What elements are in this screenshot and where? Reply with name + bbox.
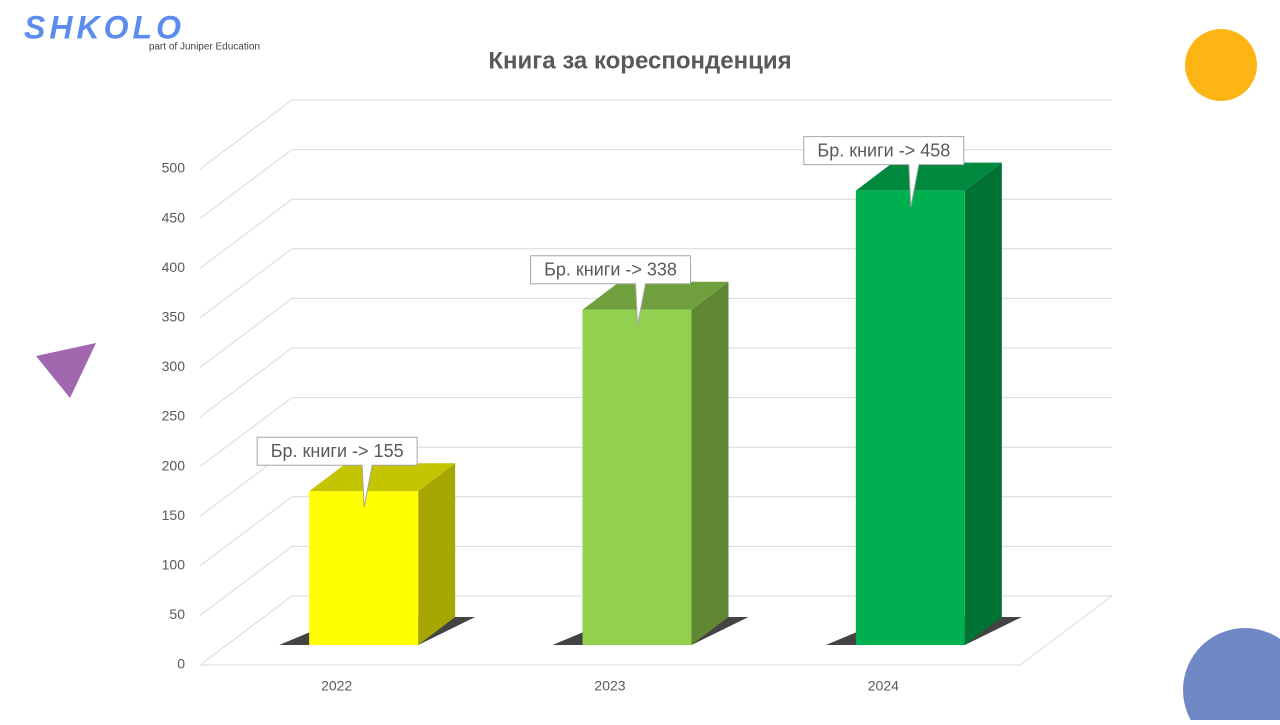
data-label: Бр. книги -> 338	[544, 259, 677, 279]
y-tick-label: 200	[162, 457, 186, 473]
y-tick-label: 400	[162, 259, 186, 275]
y-tick-label: 100	[162, 557, 186, 573]
chart-title: Книга за кореспонденция	[488, 47, 791, 74]
y-tick-label: 500	[162, 160, 186, 176]
bar-top	[309, 463, 456, 492]
bar-side	[418, 463, 456, 645]
logo: SHKOLO	[24, 9, 185, 45]
y-tick-label: 50	[169, 606, 185, 622]
y-tick-label: 0	[177, 656, 185, 672]
grid-line	[199, 546, 293, 616]
grid-line	[199, 595, 293, 666]
callout	[256, 436, 418, 508]
bar	[582, 309, 692, 645]
grid-line	[199, 347, 293, 418]
y-tick-label: 250	[162, 408, 186, 424]
data-label: Бр. книги -> 155	[271, 441, 404, 461]
decor-circle	[1185, 29, 1257, 101]
plot: 0 50 100 150 200 250 300 350 400 450 500 2022 Бр. кн…	[162, 99, 1113, 694]
decor-circle	[1183, 628, 1280, 725]
bar-top	[582, 281, 729, 310]
y-tick-label: 350	[162, 309, 186, 325]
callout	[530, 255, 691, 326]
bar-top	[855, 162, 1002, 191]
x-tick-label: 2022	[321, 678, 352, 694]
data-label: Бр. книги -> 458	[817, 140, 950, 160]
grid-line	[199, 397, 293, 468]
y-tick-label: 150	[162, 507, 186, 523]
grid-line	[199, 496, 293, 567]
grid-line	[199, 99, 293, 170]
bar-side	[691, 281, 729, 645]
bar	[309, 491, 419, 645]
grid-line	[199, 248, 293, 319]
y-tick-label: 450	[162, 209, 186, 225]
callout	[803, 136, 965, 207]
y-tick-label: 300	[162, 358, 186, 374]
grid-line	[199, 198, 293, 269]
bar-side	[964, 162, 1002, 645]
floor-edge	[1019, 595, 1113, 666]
logo-tagline: part of Juniper Education	[149, 42, 260, 53]
decor-triangle	[36, 343, 96, 398]
x-tick-label: 2024	[868, 678, 899, 694]
x-tick-label: 2023	[594, 678, 625, 694]
grid-line	[199, 149, 293, 220]
bar	[855, 190, 965, 645]
grid-line	[199, 297, 293, 368]
